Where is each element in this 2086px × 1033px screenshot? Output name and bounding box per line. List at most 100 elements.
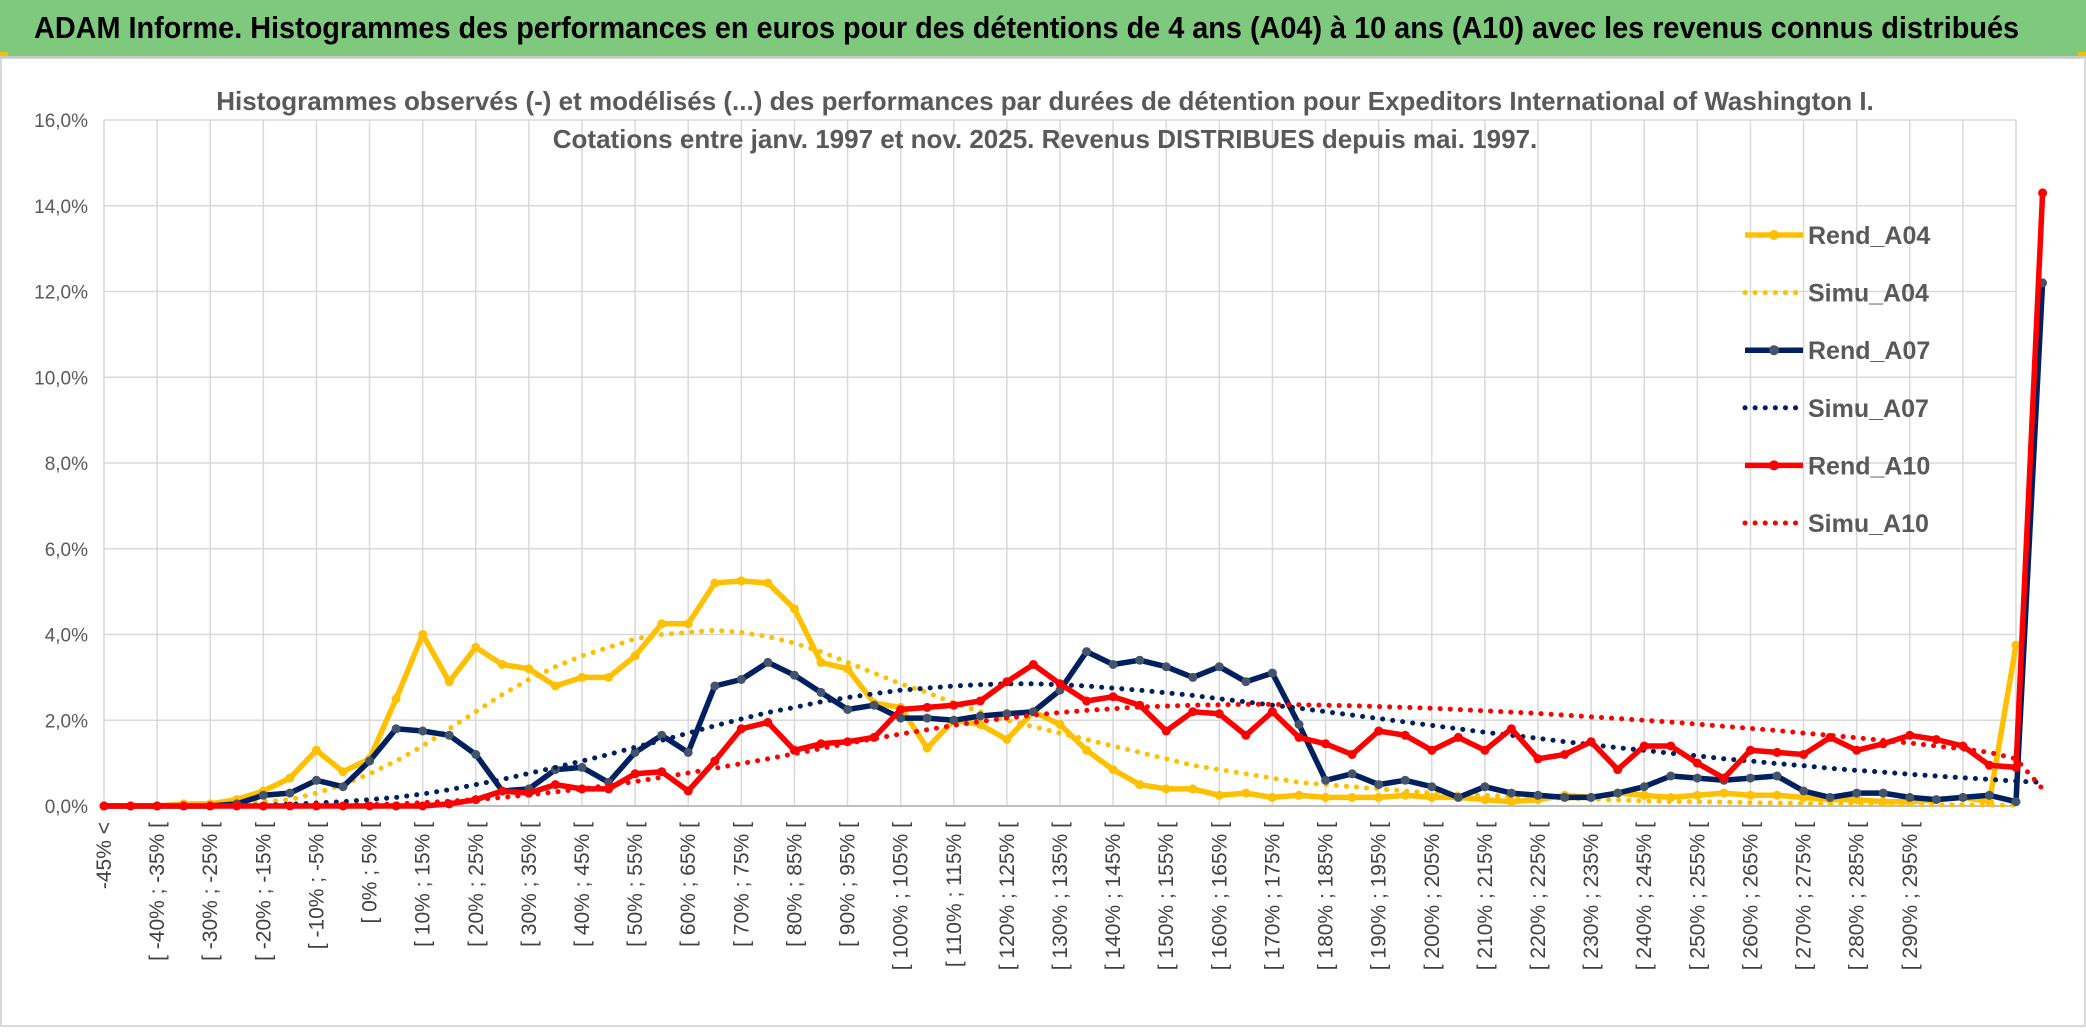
y-tick-label: 4,0% <box>45 626 88 647</box>
x-tick-label: [ 160% ; 165% [ <box>1208 822 1231 970</box>
legend-label: Rend_A07 <box>1808 337 1930 365</box>
data-point <box>1002 677 1012 687</box>
x-tick-label: [ 140% ; 145% [ <box>1102 822 1125 970</box>
data-point <box>577 762 587 772</box>
data-point <box>1055 679 1065 689</box>
data-point <box>657 767 667 777</box>
data-point <box>763 717 773 727</box>
x-tick-label: [ -40% ; -35% [ <box>146 822 169 961</box>
data-point <box>1453 792 1463 802</box>
data-point <box>843 705 853 714</box>
data-point <box>1533 754 1543 764</box>
data-point <box>1241 788 1251 798</box>
data-point <box>683 786 693 796</box>
data-point <box>550 681 560 691</box>
data-point <box>1321 775 1331 785</box>
data-point <box>1427 792 1437 802</box>
simulated-line <box>101 681 2046 809</box>
data-point <box>1745 790 1755 800</box>
legend-item-Simu_A04: Simu_A04 <box>1742 280 1929 308</box>
data-point <box>550 780 560 790</box>
x-tick-label: [ 100% ; 105% [ <box>890 822 913 970</box>
data-point <box>1560 750 1570 759</box>
data-point <box>2011 640 2021 650</box>
data-point <box>1958 792 1968 802</box>
data-point <box>922 743 932 753</box>
data-point <box>1082 745 1092 755</box>
data-point <box>1852 795 1862 805</box>
data-point <box>391 724 401 734</box>
series-Simu_A04 <box>101 627 2019 809</box>
data-point <box>1480 745 1490 755</box>
data-point <box>975 696 985 706</box>
data-point <box>1188 707 1198 717</box>
data-point <box>1267 707 1277 717</box>
data-point <box>1400 775 1410 785</box>
data-point <box>1799 786 1809 796</box>
data-point <box>285 801 295 811</box>
x-tick-label: [ 270% ; 275% [ <box>1793 822 1816 970</box>
data-point <box>1506 788 1516 798</box>
data-point <box>365 756 375 766</box>
series-lines <box>99 188 2048 811</box>
data-point <box>789 604 799 614</box>
data-point <box>2011 797 2021 807</box>
data-point <box>1666 771 1676 781</box>
x-tick-label: [ 120% ; 125% [ <box>996 822 1019 970</box>
legend-item-Rend_A07: Rend_A07 <box>1745 337 1930 365</box>
data-point <box>869 700 879 710</box>
data-point <box>1321 792 1331 802</box>
legend-item-Simu_A07: Simu_A07 <box>1742 395 1929 423</box>
data-point <box>1692 790 1702 800</box>
data-point <box>1214 662 1224 672</box>
data-point <box>816 687 826 697</box>
corner-mark-right <box>2078 52 2086 56</box>
data-point <box>1533 790 1543 800</box>
data-point <box>1560 792 1570 802</box>
x-tick-label: [ 10% ; 15% [ <box>412 822 435 947</box>
data-point <box>1161 662 1171 672</box>
data-point <box>1613 765 1623 775</box>
data-point <box>524 664 534 674</box>
data-point <box>816 739 826 749</box>
data-point <box>683 619 693 629</box>
data-point <box>1002 735 1012 744</box>
data-point <box>1321 739 1331 749</box>
simulated-line <box>101 701 2046 809</box>
gridlines <box>103 119 2017 807</box>
data-point <box>1214 709 1224 719</box>
y-tick-label: 14,0% <box>34 197 88 218</box>
data-point <box>1506 724 1516 734</box>
data-point <box>1586 792 1596 802</box>
x-tick-label: [ 190% ; 195% [ <box>1368 822 1391 970</box>
data-point <box>1586 737 1596 747</box>
data-point <box>1241 730 1251 740</box>
data-point <box>1108 692 1118 702</box>
data-point <box>1347 769 1357 779</box>
data-point <box>1825 792 1835 802</box>
data-point <box>604 672 614 682</box>
data-point <box>1374 780 1384 790</box>
x-tick-label: [ 240% ; 245% [ <box>1633 822 1656 970</box>
data-point <box>1905 730 1915 740</box>
data-point <box>418 726 428 736</box>
series-Simu_A10 <box>101 701 2046 809</box>
x-tick-label: [ 280% ; 285% [ <box>1846 822 1869 970</box>
data-point <box>1639 782 1649 792</box>
x-tick-label: -45% < <box>93 822 116 889</box>
data-point <box>577 672 587 682</box>
data-point <box>710 578 720 588</box>
data-point <box>1082 696 1092 706</box>
data-point <box>1931 795 1941 805</box>
data-point <box>1666 741 1676 751</box>
data-point <box>710 756 720 766</box>
data-point <box>1905 792 1915 802</box>
x-tick-label: [ 230% ; 235% [ <box>1580 822 1603 970</box>
x-tick-label: [ 20% ; 25% [ <box>465 822 488 947</box>
data-point <box>418 801 428 811</box>
data-point <box>736 576 746 586</box>
data-point <box>763 657 773 667</box>
data-point <box>657 619 667 629</box>
data-point <box>1241 677 1251 687</box>
data-point <box>1878 788 1888 798</box>
